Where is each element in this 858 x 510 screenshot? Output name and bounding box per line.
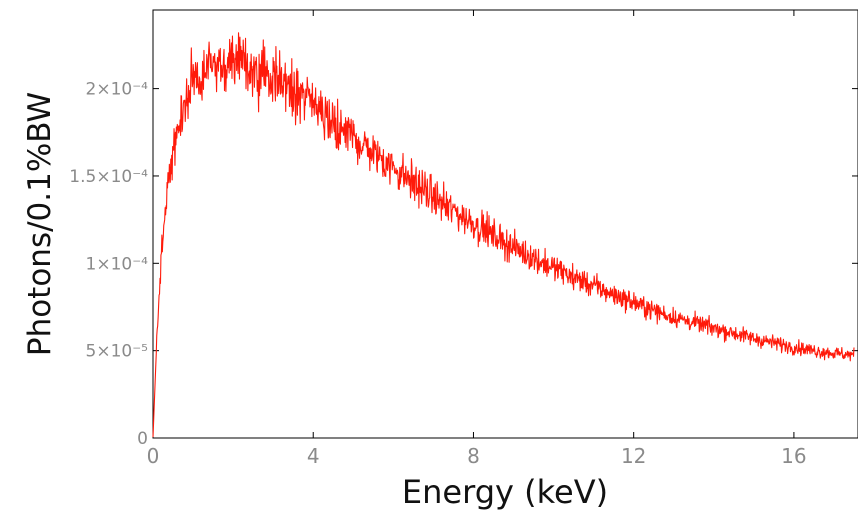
x-tick-label: 8	[467, 444, 480, 468]
x-tick-label: 12	[621, 444, 646, 468]
y-tick-label: 1×10⁻⁴	[86, 254, 149, 274]
plot-frame	[152, 9, 858, 439]
x-axis-ticks: 0 4 8 12 16	[147, 10, 807, 468]
y-tick-label: 2×10⁻⁴	[86, 80, 149, 100]
x-tick-label: 16	[781, 444, 806, 468]
y-tick-label: 1.5×10⁻⁴	[69, 167, 148, 187]
spectrum-series-line	[152, 32, 855, 438]
y-axis-ticks: 0 5×10⁻⁵ 1×10⁻⁴ 1.5×10⁻⁴ 2×10⁻⁴	[69, 80, 858, 449]
series-layer	[152, 32, 855, 438]
y-tick-label: 0	[137, 429, 148, 449]
x-axis-title: Energy (keV)	[402, 473, 608, 510]
x-tick-label: 0	[147, 444, 160, 468]
y-tick-label: 5×10⁻⁵	[86, 342, 148, 362]
x-tick-label: 4	[307, 444, 320, 468]
y-axis-title: Photons/0.1%BW	[22, 92, 58, 356]
